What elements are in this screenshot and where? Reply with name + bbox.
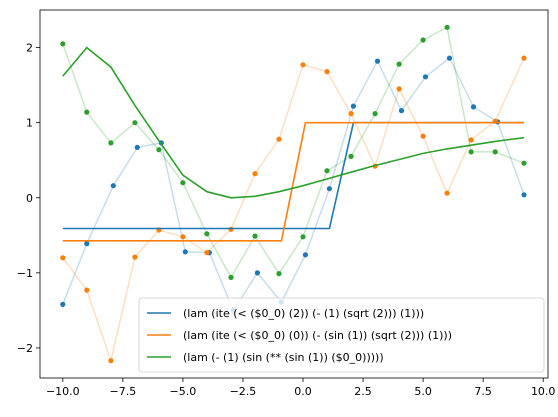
- data-point-1-17: [468, 137, 474, 143]
- data-point-1-11: [324, 69, 330, 75]
- points-trace-1: [62, 57, 525, 364]
- data-point-0-2: [110, 183, 116, 189]
- data-point-1-6: [204, 250, 210, 256]
- data-point-0-13: [374, 58, 381, 64]
- data-point-1-0: [60, 255, 66, 261]
- data-point-2-7: [228, 274, 234, 280]
- y-tick-label-1: 1: [26, 117, 33, 130]
- y-tick-label-4: −2: [17, 342, 33, 355]
- data-point-2-14: [396, 61, 402, 67]
- data-point-0-15: [422, 74, 429, 80]
- y-tick-label-3: −1: [17, 267, 33, 280]
- data-point-1-10: [300, 62, 306, 68]
- data-point-1-9: [276, 136, 282, 142]
- plot-frame: [39, 9, 549, 379]
- series-line-2: [62, 46, 525, 199]
- data-point-0-19: [521, 192, 527, 198]
- legend-box: [138, 297, 545, 373]
- x-tick-label-1: −7.5: [110, 385, 137, 398]
- legend-label-1: (lam (ite (< ($0_0) (0)) (- (sin (1)) (s…: [183, 329, 452, 342]
- x-tick-label-0: −10.0: [46, 385, 80, 398]
- data-point-1-3: [132, 254, 138, 260]
- x-tick-label-4: 0.0: [294, 385, 312, 398]
- x-tick-label-5: 2.5: [354, 385, 372, 398]
- data-point-1-2: [108, 358, 114, 364]
- data-point-0-3: [134, 144, 140, 150]
- y-tick-label-0: 2: [26, 42, 33, 55]
- data-point-1-19: [521, 55, 527, 61]
- data-point-1-8: [252, 171, 258, 177]
- data-point-0-0: [60, 301, 66, 307]
- data-point-0-14: [398, 108, 405, 114]
- data-point-0-5: [182, 249, 188, 255]
- data-point-0-1: [84, 241, 90, 247]
- data-point-2-12: [348, 153, 354, 159]
- data-point-2-17: [468, 149, 474, 155]
- data-point-2-1: [84, 109, 90, 115]
- series-line-1: [62, 121, 524, 242]
- data-point-1-16: [444, 190, 450, 196]
- data-point-2-3: [132, 120, 138, 126]
- points-trace-2: [62, 26, 525, 279]
- data-point-2-15: [420, 37, 426, 43]
- data-point-2-2: [108, 140, 114, 146]
- data-point-2-8: [252, 233, 258, 239]
- data-point-2-4: [156, 147, 162, 153]
- data-point-2-6: [204, 231, 210, 237]
- data-point-0-16: [446, 55, 453, 61]
- data-point-1-5: [180, 234, 186, 240]
- data-point-1-12: [348, 111, 354, 117]
- data-point-2-16: [444, 24, 450, 30]
- data-point-1-14: [396, 86, 402, 92]
- data-point-0-10: [302, 252, 308, 258]
- legend-label-2: (lam (- (1) (sin (** (sin (1)) ($0_0))))…: [183, 351, 384, 364]
- legend: (lam (ite (< ($0_0) (2)) (- (1) (sqrt (2…: [138, 297, 545, 373]
- legend-label-0: (lam (ite (< ($0_0) (2)) (- (1) (sqrt (2…: [183, 307, 424, 320]
- data-point-0-17: [470, 104, 477, 110]
- axis-layer: −10.0 −7.5 −5.0 −2.5 0.0 2.5 5.0 7.5 10.0 2 1 0 −1 −2: [17, 42, 556, 398]
- data-point-2-0: [60, 41, 66, 47]
- data-point-2-19: [521, 160, 527, 166]
- x-tick-label-8: 10.0: [531, 385, 556, 398]
- data-point-0-11: [326, 186, 332, 192]
- x-tick-label-3: −2.5: [230, 385, 257, 398]
- data-point-2-11: [324, 168, 330, 174]
- data-point-2-10: [300, 234, 306, 240]
- x-tick-label-7: 7.5: [474, 385, 492, 398]
- points-trace-0: [62, 56, 525, 313]
- data-point-2-5: [180, 180, 186, 186]
- x-tick-label-6: 5.0: [414, 385, 432, 398]
- data-point-1-1: [84, 287, 90, 293]
- data-point-0-8: [254, 270, 260, 276]
- x-tick-label-2: −5.0: [170, 385, 197, 398]
- data-point-2-18: [492, 149, 498, 155]
- plot-layer: [60, 24, 527, 364]
- y-tick-label-2: 0: [26, 192, 33, 205]
- data-point-2-9: [276, 271, 282, 277]
- data-point-1-15: [420, 133, 426, 139]
- data-point-2-13: [372, 111, 378, 117]
- data-point-0-12: [350, 103, 356, 109]
